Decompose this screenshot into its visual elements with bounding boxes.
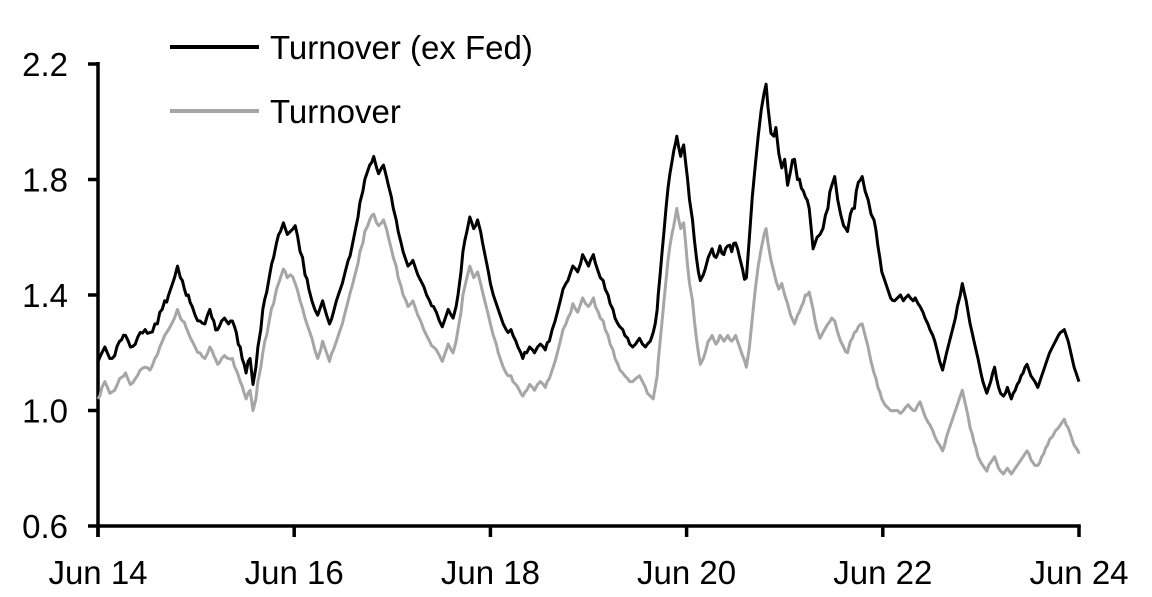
series-line-turnover-ex-fed bbox=[96, 82, 1081, 401]
chart-legend: Turnover (ex Fed) Turnover bbox=[170, 27, 533, 131]
legend-line-swatch-gray bbox=[170, 109, 259, 113]
y-tick-label: 1.8 bbox=[22, 162, 68, 199]
x-tick-label: Jun 18 bbox=[441, 554, 540, 591]
x-tick-label: Jun 16 bbox=[245, 554, 344, 591]
legend-item-turnover: Turnover bbox=[170, 91, 533, 131]
y-tick-label: 1.0 bbox=[22, 393, 68, 430]
series-line-turnover bbox=[96, 206, 1081, 476]
legend-line-swatch-black bbox=[170, 45, 259, 49]
legend-label-turnover: Turnover bbox=[270, 92, 401, 130]
x-tick-label: Jun 22 bbox=[833, 554, 932, 591]
y-tick-label: 2.2 bbox=[22, 46, 68, 83]
x-tick-label: Jun 24 bbox=[1029, 554, 1128, 591]
x-tick-label: Jun 20 bbox=[637, 554, 736, 591]
legend-label-turnover-ex-fed: Turnover (ex Fed) bbox=[270, 28, 533, 66]
legend-item-turnover-ex-fed: Turnover (ex Fed) bbox=[170, 27, 533, 67]
y-tick-label: 0.6 bbox=[22, 508, 68, 545]
y-tick-label: 1.4 bbox=[22, 277, 68, 314]
x-tick-label: Jun 14 bbox=[48, 554, 147, 591]
